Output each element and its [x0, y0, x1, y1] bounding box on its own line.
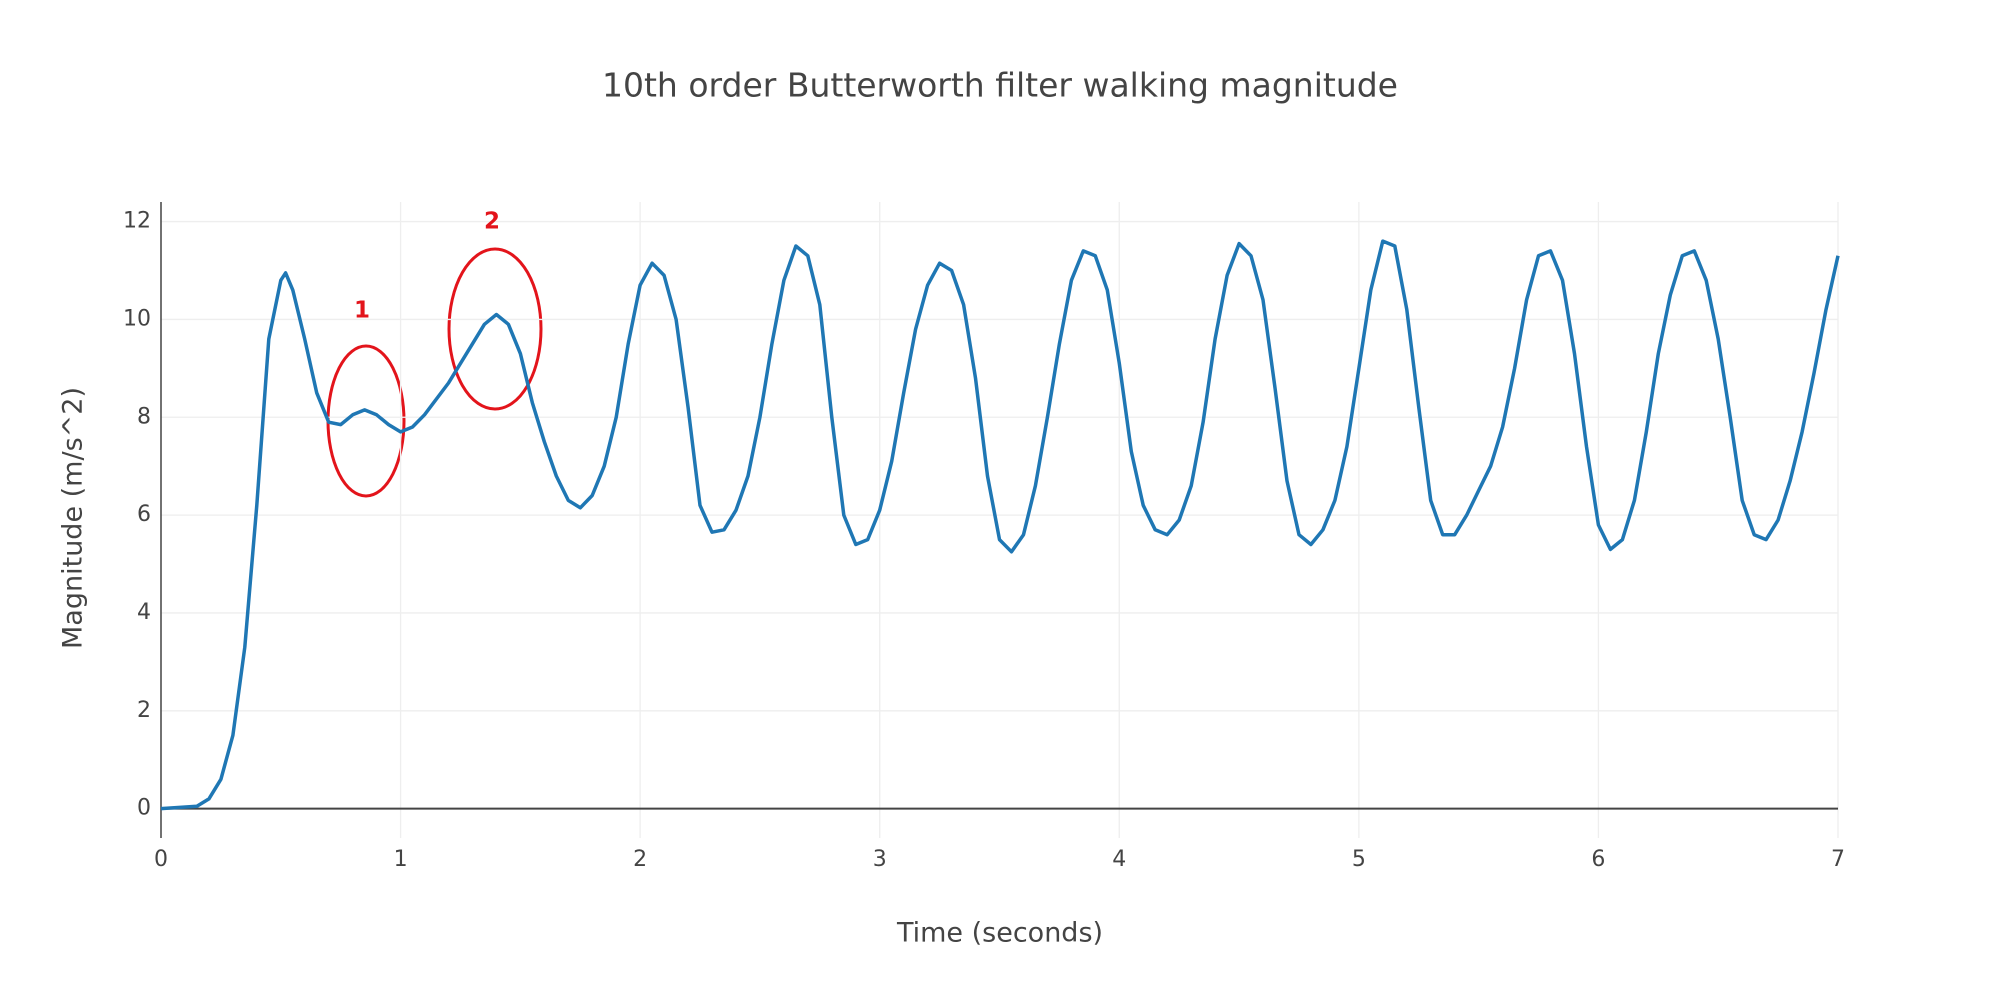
annotation: 2	[484, 209, 500, 235]
y-tick-label: 4	[137, 600, 151, 625]
annotation: 1	[354, 298, 370, 324]
x-tick-label: 3	[873, 847, 887, 872]
y-tick-label: 12	[123, 209, 151, 234]
x-axis-title: Time (seconds)	[896, 918, 1103, 949]
x-tick-label: 6	[1591, 847, 1605, 872]
y-axis-title: Magnitude (m/s^2)	[58, 387, 89, 649]
x-tick-label: 2	[633, 847, 647, 872]
y-tick-label: 10	[123, 306, 151, 331]
y-tick-label: 2	[137, 698, 151, 723]
x-tick-label: 1	[394, 847, 408, 872]
y-tick-label: 0	[137, 796, 151, 821]
y-tick-label: 6	[137, 502, 151, 527]
data-line	[160, 239, 1840, 811]
highlight-circle	[326, 344, 406, 498]
chart-title: 10th order Butterworth filter walking ma…	[602, 66, 1398, 105]
x-tick-label: 0	[154, 847, 168, 872]
x-tick-label: 5	[1352, 847, 1366, 872]
y-tick-label: 8	[137, 404, 151, 429]
highlight-circle	[447, 247, 543, 411]
x-tick-label: 4	[1112, 847, 1126, 872]
x-tick-label: 7	[1831, 847, 1845, 872]
